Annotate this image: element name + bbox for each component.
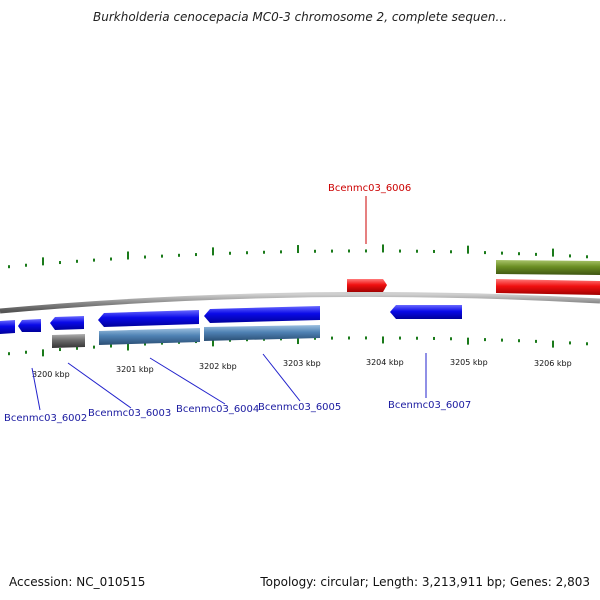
gene-label-bcenmc03-6007[interactable]: Bcenmc03_6007 bbox=[388, 400, 471, 411]
gene-label-bcenmc03-6006[interactable]: Bcenmc03_6006 bbox=[328, 183, 411, 194]
gene-bcenmc03-6006[interactable] bbox=[347, 279, 387, 292]
gene-bcenmc03-6002-b[interactable] bbox=[50, 316, 84, 330]
gene-bcenmc03-6004[interactable] bbox=[204, 306, 320, 323]
gene-label-group-6003: Bcenmc03_6003 bbox=[67, 362, 171, 419]
gene-label-group-6002: Bcenmc03_6002 bbox=[4, 367, 87, 424]
gene-label-group-6005: Bcenmc03_6005 bbox=[258, 353, 341, 413]
tick-label-3201: 3201 kbp bbox=[116, 365, 154, 374]
gene-olive-track[interactable] bbox=[496, 260, 600, 275]
gc-skew-track-bottom bbox=[8, 336, 588, 357]
tick-label-3203: 3203 kbp bbox=[283, 359, 321, 368]
tick-label-3205: 3205 kbp bbox=[450, 358, 488, 367]
gene-label-bcenmc03-6005[interactable]: Bcenmc03_6005 bbox=[258, 402, 341, 413]
gene-label-group-6006: Bcenmc03_6006 bbox=[328, 183, 411, 244]
map-title: Burkholderia cenocepacia MC0-3 chromosom… bbox=[93, 10, 507, 24]
accession-text: Accession: NC_010515 bbox=[9, 575, 146, 589]
tick-label-3202: 3202 kbp bbox=[199, 362, 237, 371]
tick-label-3204: 3204 kbp bbox=[366, 358, 404, 367]
gene-left-edge[interactable] bbox=[0, 320, 15, 334]
tick-label-3200: 3200 kbp bbox=[32, 370, 70, 379]
gene-bcenmc03-6002-a[interactable] bbox=[18, 319, 41, 332]
gene-label-bcenmc03-6002[interactable]: Bcenmc03_6002 bbox=[4, 413, 87, 424]
gene-label-bcenmc03-6003[interactable]: Bcenmc03_6003 bbox=[88, 408, 171, 419]
gene-bcenmc03-6003[interactable] bbox=[98, 310, 199, 327]
chromosome-backbone bbox=[0, 291, 600, 314]
gene-steel-track-a[interactable] bbox=[99, 328, 200, 345]
tick-label-3206: 3206 kbp bbox=[534, 359, 572, 368]
gene-red-track[interactable] bbox=[496, 279, 600, 295]
gene-label-group-6007: Bcenmc03_6007 bbox=[388, 353, 471, 411]
gc-skew-track-top bbox=[8, 244, 588, 269]
gene-gray-track[interactable] bbox=[52, 334, 85, 348]
kbp-scale: 3200 kbp 3201 kbp 3202 kbp 3203 kbp 3204… bbox=[32, 358, 572, 379]
gene-label-bcenmc03-6004[interactable]: Bcenmc03_6004 bbox=[176, 404, 259, 415]
gene-bcenmc03-6007[interactable] bbox=[390, 305, 462, 319]
gene-steel-track-b[interactable] bbox=[204, 325, 320, 341]
topology-text: Topology: circular; Length: 3,213,911 bp… bbox=[260, 575, 590, 589]
gene-label-group-6004: Bcenmc03_6004 bbox=[149, 357, 259, 415]
